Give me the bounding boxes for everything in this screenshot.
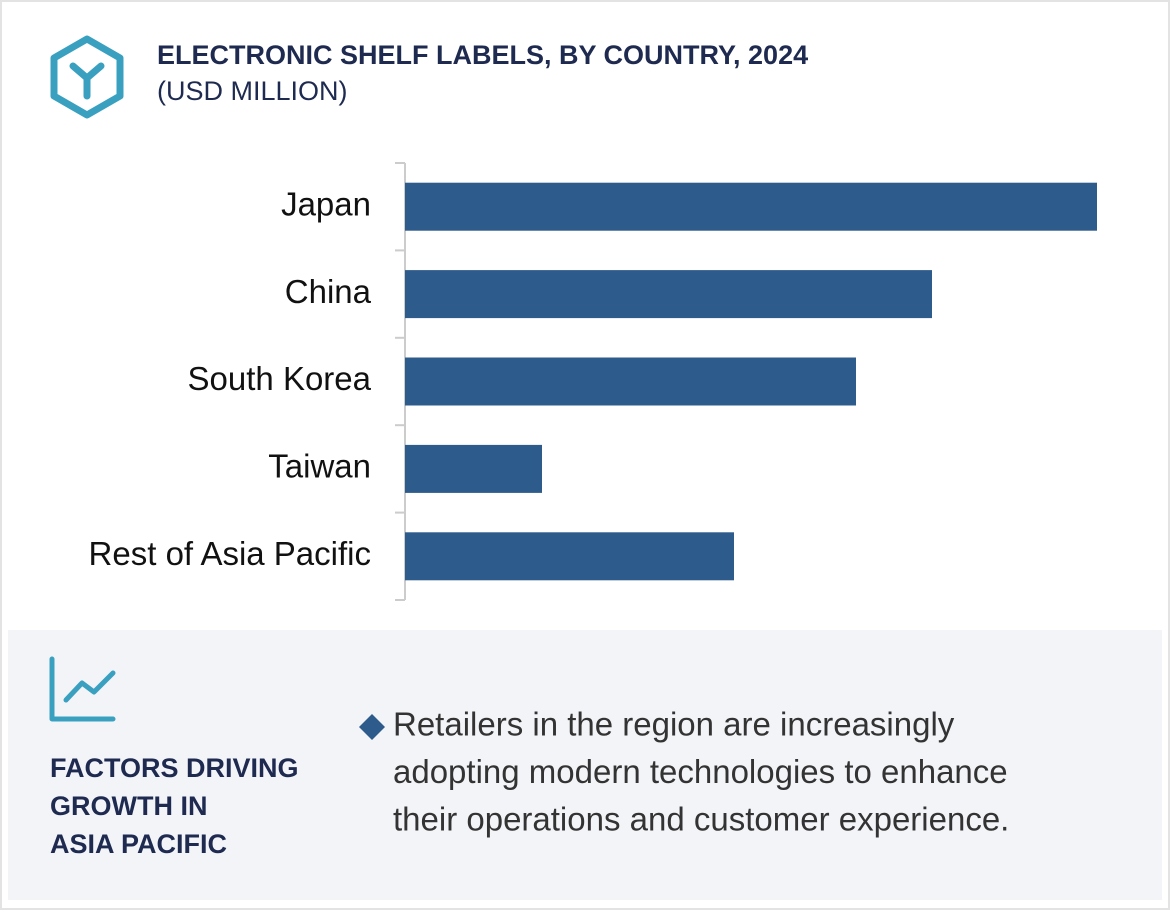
bullet-line: Retailers in the region are increasingly (393, 706, 955, 743)
hexagon-icon (50, 35, 124, 119)
bar (405, 357, 856, 406)
heading-line: FACTORS DRIVING (50, 753, 299, 783)
heading-line: ASIA PACIFIC (50, 829, 227, 859)
category-label: Japan (281, 185, 371, 222)
plot: Japan China South Korea Taiwan Rest of Asia … (89, 162, 1097, 601)
chart-title: ELECTRONIC SHELF LABELS, BY COUNTRY, 202… (157, 40, 808, 70)
bar (405, 444, 542, 493)
category-label: Rest of Asia Pacific (89, 535, 371, 572)
bar (405, 270, 932, 319)
trend-icon (49, 656, 116, 722)
bullet-line: adopting modern technologies to enhance (393, 753, 1008, 790)
chart-subtitle: (USD MILLION) (157, 76, 348, 106)
bar (405, 532, 734, 581)
bullet-text: Retailers in the region are increasingly… (393, 706, 1009, 838)
bullet-line: their operations and customer experience… (393, 801, 1009, 838)
heading-line: GROWTH IN (50, 791, 207, 821)
category-label: China (285, 273, 372, 310)
category-label: South Korea (188, 360, 372, 397)
bullet-diamond (359, 714, 385, 740)
category-label: Taiwan (268, 448, 371, 485)
factors-panel (8, 630, 1162, 900)
bar (405, 182, 1097, 231)
factors-heading: FACTORS DRIVING GROWTH IN ASIA PACIFIC (50, 753, 299, 859)
